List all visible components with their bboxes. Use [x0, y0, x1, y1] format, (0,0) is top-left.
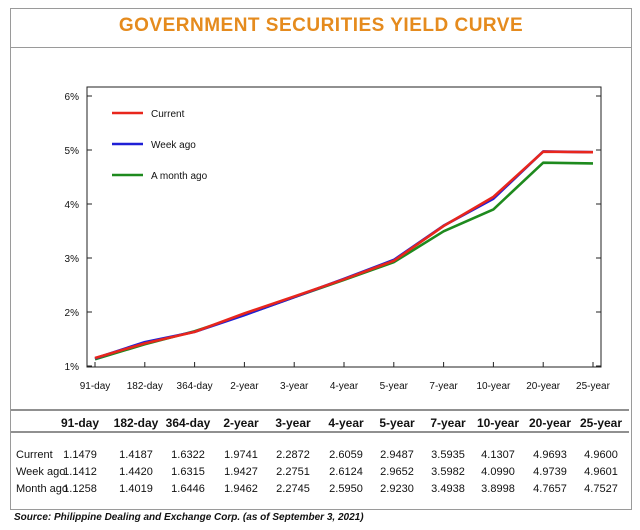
- x-axis: 91-day 182-day 364-day 2-year 3-year 4-year 5-…: [80, 362, 611, 392]
- table-cell: 4.1307: [481, 449, 515, 461]
- table-header-cell: 20-year: [529, 416, 571, 430]
- x-tick-label: 3-year: [280, 381, 309, 392]
- table-row-label: Current: [16, 449, 53, 461]
- table-cell: 4.9739: [533, 466, 567, 478]
- table-cell: 4.9693: [533, 449, 567, 461]
- plot-area: [86, 86, 602, 368]
- y-tick-label: 3%: [65, 254, 80, 265]
- y-tick-label: 6%: [65, 92, 80, 103]
- legend-label: Week ago: [151, 140, 196, 151]
- x-tick-label: 10-year: [476, 381, 511, 392]
- table-cell: 1.6315: [171, 466, 205, 478]
- table-cell: 3.8998: [481, 483, 515, 495]
- table-header-cell: 7-year: [430, 416, 466, 430]
- table-cell: 3.5982: [431, 466, 465, 478]
- table-cell: 2.2751: [276, 466, 310, 478]
- legend-label: A month ago: [151, 171, 208, 182]
- series-lines: [94, 150, 594, 361]
- table-cell: 4.9601: [584, 466, 618, 478]
- series-line-current: [94, 150, 594, 360]
- x-tick-label: 182-day: [127, 381, 163, 392]
- table-cell: 1.4187: [119, 449, 153, 461]
- table-cell: 1.1479: [63, 449, 97, 461]
- table-cell: 2.6124: [329, 466, 363, 478]
- table-cell: 2.9652: [380, 466, 414, 478]
- table-cell: 1.9462: [224, 483, 258, 495]
- x-tick-label: 364-day: [177, 381, 213, 392]
- chart-title: GOVERNMENT SECURITIES YIELD CURVE: [118, 15, 524, 36]
- table-cell: 3.5935: [431, 449, 465, 461]
- source-note: Source: Philippine Dealing and Exchange …: [14, 512, 364, 523]
- title-divider: [11, 47, 631, 48]
- table-cell: 1.9741: [224, 449, 258, 461]
- table-header-cell: 5-year: [379, 416, 415, 430]
- x-tick-label: 2-year: [230, 381, 259, 392]
- x-tick-label: 20-year: [526, 381, 561, 392]
- table-cell: 2.2745: [276, 483, 310, 495]
- legend: Current Week ago A month ago: [112, 109, 208, 182]
- table-cell: 2.9230: [380, 483, 414, 495]
- x-tick-label: 91-day: [80, 381, 111, 392]
- table-header-cell: 2-year: [223, 416, 259, 430]
- table-cell: 4.7657: [533, 483, 567, 495]
- table-cell: 2.5950: [329, 483, 363, 495]
- table-cell: 1.1412: [63, 466, 97, 478]
- table-row-label: Week ago: [16, 466, 65, 478]
- y-tick-label: 5%: [65, 146, 80, 157]
- table-cell: 2.6059: [329, 449, 363, 461]
- y-axis: 1% 2% 3% 4% 5% 6%: [65, 92, 601, 373]
- table-cell: 1.4420: [119, 466, 153, 478]
- table-header-cell: 10-year: [477, 416, 519, 430]
- legend-label: Current: [151, 109, 185, 120]
- table-header-cell: 91-day: [61, 416, 99, 430]
- table-cell: 1.1258: [63, 483, 97, 495]
- y-tick-label: 4%: [65, 200, 80, 211]
- table-header-cell: 4-year: [328, 416, 364, 430]
- table-body: Current 1.1479 1.4187 1.6322 1.9741 2.2872 2.6…: [16, 449, 618, 495]
- table-header-cell: 25-year: [580, 416, 622, 430]
- x-tick-label: 4-year: [330, 381, 359, 392]
- table-cell: 2.2872: [276, 449, 310, 461]
- table-header-cell: 3-year: [275, 416, 311, 430]
- x-tick-label: 5-year: [380, 381, 409, 392]
- table-cell: 1.4019: [119, 483, 153, 495]
- x-tick-label: 7-year: [429, 381, 458, 392]
- table-cell: 4.0990: [481, 466, 515, 478]
- table-cell: 1.6446: [171, 483, 205, 495]
- table-cell: 4.7527: [584, 483, 618, 495]
- table-header-cell: 182-day: [114, 416, 159, 430]
- table-row-label: Month ago: [16, 483, 68, 495]
- table-cell: 4.9600: [584, 449, 618, 461]
- chart-frame: GOVERNMENT SECURITIES YIELD CURVE: [10, 8, 632, 510]
- table-cell: 1.6322: [171, 449, 205, 461]
- table-cell: 2.9487: [380, 449, 414, 461]
- table-cell: 1.9427: [224, 466, 258, 478]
- table-header-cell: 364-day: [166, 416, 211, 430]
- table-cell: 3.4938: [431, 483, 465, 495]
- y-tick-label: 1%: [65, 362, 80, 373]
- y-tick-label: 2%: [65, 308, 80, 319]
- x-tick-label: 25-year: [576, 381, 611, 392]
- table-header-row: 91-day 182-day 364-day 2-year 3-year 4-year 5-…: [61, 416, 622, 430]
